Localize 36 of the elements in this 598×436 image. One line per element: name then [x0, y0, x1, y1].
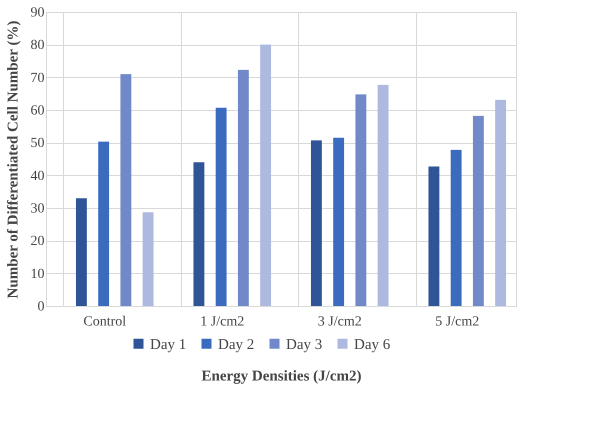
- bar: [472, 116, 484, 306]
- bar: [98, 142, 110, 306]
- legend-label: Day 1: [150, 336, 186, 353]
- legend-label: Day 2: [218, 336, 254, 353]
- y-tick-label: 10: [30, 266, 44, 282]
- bar: [193, 162, 204, 306]
- y-tick-label: 20: [30, 234, 44, 250]
- y-tick-label: 50: [30, 136, 44, 152]
- bar: [260, 44, 272, 306]
- x-tick-label: 1 J/cm2: [200, 314, 244, 330]
- bar: [216, 108, 227, 306]
- y-tick-label: 40: [30, 168, 44, 184]
- bar: [76, 198, 87, 306]
- x-axis-title: Energy Densities (J/cm2): [202, 368, 362, 384]
- legend-label: Day 6: [354, 336, 391, 353]
- bar: [378, 84, 389, 306]
- bar: [333, 138, 344, 306]
- legend-label: Day 3: [286, 336, 322, 353]
- y-tick-label: 30: [30, 202, 44, 216]
- y-tick-label: 70: [30, 70, 44, 86]
- y-tick-label: 90: [30, 6, 44, 20]
- bar: [495, 100, 506, 306]
- bar: [120, 74, 132, 306]
- y-axis-title: Number of Differentiated Cell Number (%): [6, 20, 22, 298]
- bar: [238, 70, 249, 306]
- y-tick-label: 80: [30, 38, 44, 54]
- y-tick-label: 60: [30, 104, 44, 118]
- bar: [355, 94, 366, 306]
- bar: [310, 140, 322, 306]
- x-tick-label: 5 J/cm2: [435, 314, 480, 330]
- bar: [450, 150, 462, 306]
- x-tick-label: 3 J/cm2: [318, 314, 362, 330]
- y-tick-label: 0: [38, 300, 44, 314]
- bar: [142, 212, 154, 306]
- x-tick-label: Control: [83, 314, 126, 330]
- bar: [428, 166, 440, 306]
